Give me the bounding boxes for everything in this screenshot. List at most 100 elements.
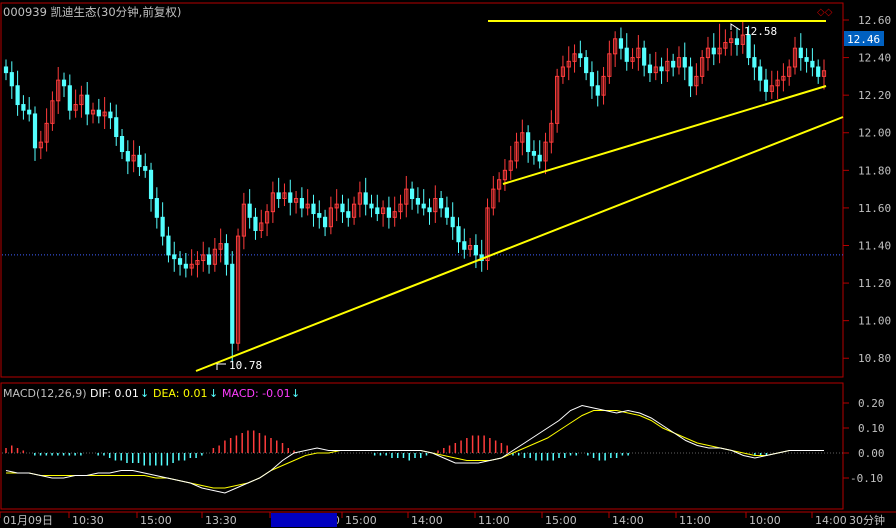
candle-body [792,47,798,68]
candle-body [392,211,397,218]
time-tick-label: 14:00 [815,514,847,527]
period-label[interactable]: 30分钟 [849,513,885,527]
candle-body [253,216,258,231]
candle-body [676,57,682,68]
candle-body [73,104,78,111]
candle-body [659,66,664,72]
candle-body [526,132,531,153]
diamond-icon[interactable]: ◇◇ [817,7,833,18]
macd-value-label: MACD: -0.01 [222,387,291,400]
candle-body [317,213,322,218]
macd-axis: 0.20 0.10 0.00 -0.10 [843,397,885,485]
candle-body [630,57,635,62]
candle-body [549,122,554,143]
macd-dea-label: DEA: 0.01 [153,387,207,400]
high-marker [730,23,741,31]
candle-body [589,72,595,87]
candle-body [201,254,206,262]
candle-body [653,66,658,74]
time-tick-label: 13:30 [205,514,237,527]
price-tick-label: 11.80 [858,164,891,177]
candle-body [50,100,55,124]
candle-body [740,34,745,45]
candle-body [671,60,676,68]
candle-body [38,141,43,149]
candle-body [102,111,107,117]
lower-support-line [195,116,844,372]
candle-body [259,222,264,231]
high-label: 12.58 [744,25,777,38]
macd-histogram [5,430,768,466]
time-tick-label: 01月09日 [3,514,53,527]
candle-body [537,154,542,162]
main-panel-frame [0,2,844,378]
candle-body [816,66,821,77]
candle-body [682,57,687,68]
candle-body [746,34,751,59]
candle-body [705,47,711,59]
candle-body [21,104,26,111]
candle-body [444,207,450,218]
candle-body [647,64,653,74]
candle-body [821,70,827,77]
candle-body [357,192,362,205]
candle-body [114,117,119,138]
candle-body [543,141,548,162]
candle-body [241,203,246,237]
candle-body [218,243,223,250]
time-tick-label: 15:00 [345,514,377,527]
candle-body [642,47,647,66]
candle-body [636,47,641,59]
candle-body [148,169,154,200]
candle-body [798,47,803,59]
candle-body [90,109,96,115]
candle-body [264,211,270,224]
candle-body [595,85,600,96]
arrow-down-icon: ↓ [209,387,218,400]
candle-body [723,42,728,49]
candle-body [787,66,792,77]
price-axis: 12.60 12.40 12.20 12.00 11.80 11.60 11.40 11.20… [843,14,891,365]
candle-body [27,109,32,115]
candle-body [172,254,177,260]
candle-body [380,207,386,215]
candle-body [166,235,171,256]
candle-body [613,38,618,55]
candle-body [462,241,467,250]
candle-body [752,57,757,68]
candle-body [288,192,293,203]
candle-body [247,203,252,218]
price-tick-label: 12.20 [858,89,891,102]
candle-body [160,216,165,237]
macd-tick-label: 0.10 [858,422,885,435]
candle-body [154,198,159,218]
candle-body [694,75,699,87]
candle-body [618,38,624,49]
candle-body [143,166,148,171]
candle-body [763,79,769,92]
candle-body [375,207,380,215]
candle-body [560,66,566,77]
candle-body [717,47,722,55]
macd-tick-label: 0.20 [858,397,885,410]
stock-title: 000939 凯迪生态(30分钟,前复权) [3,5,181,19]
arrow-down-icon: ↓ [291,387,300,400]
candle-body [322,216,328,228]
low-label: 10.78 [229,359,262,372]
time-tick-label: 15:00 [545,514,577,527]
candle-body [9,72,14,87]
candle-body [781,75,786,81]
candle-body [427,207,432,213]
candle-body [311,203,316,215]
candle-body [404,188,409,205]
candle-body [439,198,444,209]
candle-body [491,188,496,209]
candle-body [758,66,763,81]
candle-body [328,207,333,228]
candle-body [485,207,490,262]
price-tick-label: 11.60 [858,202,891,215]
low-marker [216,363,226,370]
candle-body [456,226,461,243]
candle-body [195,260,200,265]
